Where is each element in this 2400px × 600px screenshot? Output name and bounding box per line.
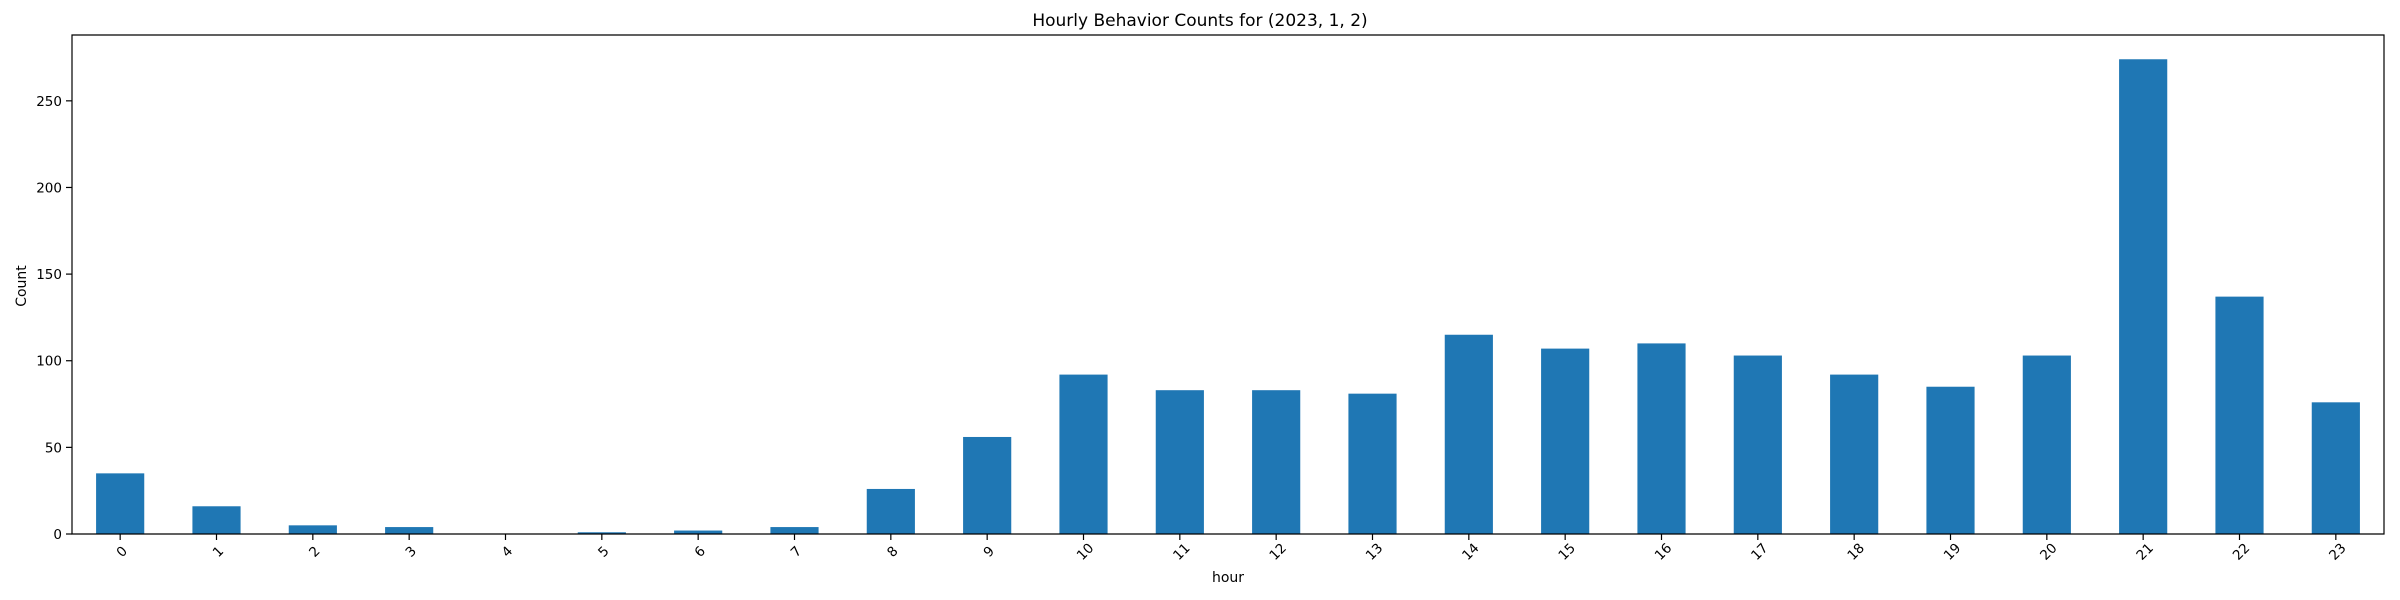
- y-tick-label: 250: [36, 94, 62, 110]
- bar: [674, 530, 723, 534]
- bar: [1830, 374, 1879, 534]
- bar-series: [96, 59, 2360, 534]
- y-tick-label: 150: [36, 267, 62, 283]
- y-tick-label: 50: [45, 440, 62, 456]
- bar: [1348, 393, 1397, 534]
- bar: [1059, 374, 1108, 534]
- bar: [1926, 386, 1975, 534]
- y-tick-label: 200: [36, 180, 62, 196]
- bar: [1541, 348, 1590, 534]
- bar: [2022, 355, 2071, 534]
- bar: [192, 506, 241, 534]
- y-tick-label: 0: [53, 527, 62, 543]
- bar: [770, 527, 819, 534]
- bar: [1252, 390, 1301, 534]
- bar: [1733, 355, 1782, 534]
- plot-frame: [71, 34, 2385, 535]
- chart-title: Hourly Behavior Counts for (2023, 1, 2): [1032, 11, 1367, 31]
- bar: [577, 532, 626, 534]
- y-axis-ticks: 0 50 100 150 200 250: [36, 94, 72, 543]
- bar: [1444, 334, 1493, 534]
- bar: [385, 527, 434, 534]
- x-axis-label: hour: [1212, 570, 1244, 586]
- bar: [2119, 59, 2168, 534]
- bar: [1637, 343, 1686, 534]
- bar: [2215, 296, 2264, 534]
- y-tick-label: 100: [36, 354, 62, 370]
- bar: [2311, 402, 2360, 534]
- bar: [963, 436, 1012, 534]
- y-axis-label: Count: [14, 265, 30, 307]
- bar: [866, 488, 915, 534]
- bar: [288, 525, 337, 534]
- bar: [1155, 390, 1204, 534]
- bar: [96, 473, 145, 534]
